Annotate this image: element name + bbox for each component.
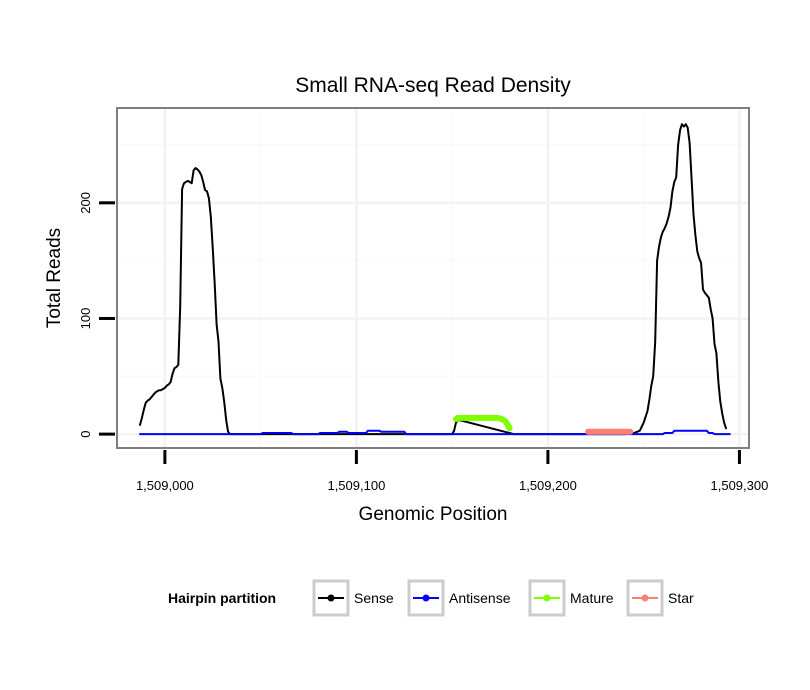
- legend-label: Antisense: [449, 590, 511, 606]
- series-line-sense: [139, 123, 727, 436]
- x-tick-label: 1,509,000: [136, 478, 194, 493]
- y-axis-title: Total Reads: [44, 228, 65, 328]
- series-lines: [139, 123, 731, 436]
- x-tick-label: 1,509,100: [327, 478, 385, 493]
- legend-entry-star: Star: [626, 579, 694, 617]
- y-tick-label: 0: [78, 431, 93, 438]
- legend-title: Hairpin partition: [168, 590, 276, 606]
- x-tick-label: 1,509,200: [519, 478, 577, 493]
- x-axis-title: Genomic Position: [359, 504, 508, 525]
- legend: Hairpin partition Sense Antisense Mature St…: [168, 579, 694, 617]
- x-axis-ticks: 1,509,000 1,509,100 1,509,200 1,509,300: [136, 450, 768, 493]
- legend-key-point: [422, 594, 430, 602]
- y-tick-label: 100: [78, 308, 93, 330]
- legend-label: Star: [668, 590, 694, 606]
- legend-key-point: [543, 594, 551, 602]
- chart-title: Small RNA-seq Read Density: [295, 74, 571, 97]
- plot-panel-border: [116, 107, 750, 449]
- legend-label: Mature: [570, 590, 614, 606]
- x-tick-label: 1,509,300: [711, 478, 769, 493]
- legend-entry-antisense: Antisense: [407, 579, 511, 617]
- legend-key-point: [327, 594, 335, 602]
- y-tick-label: 200: [78, 192, 93, 214]
- legend-label: Sense: [354, 590, 394, 606]
- legend-entry-mature: Mature: [528, 579, 614, 617]
- series-line-antisense: [139, 429, 731, 436]
- legend-key-point: [641, 594, 649, 602]
- y-axis-ticks: 0 100 200: [78, 192, 115, 438]
- legend-entry-sense: Sense: [312, 579, 394, 617]
- plot-panel-background: [117, 108, 749, 448]
- legend-entries: Sense Antisense Mature Star: [312, 579, 694, 617]
- series-line-mature: [453, 414, 513, 432]
